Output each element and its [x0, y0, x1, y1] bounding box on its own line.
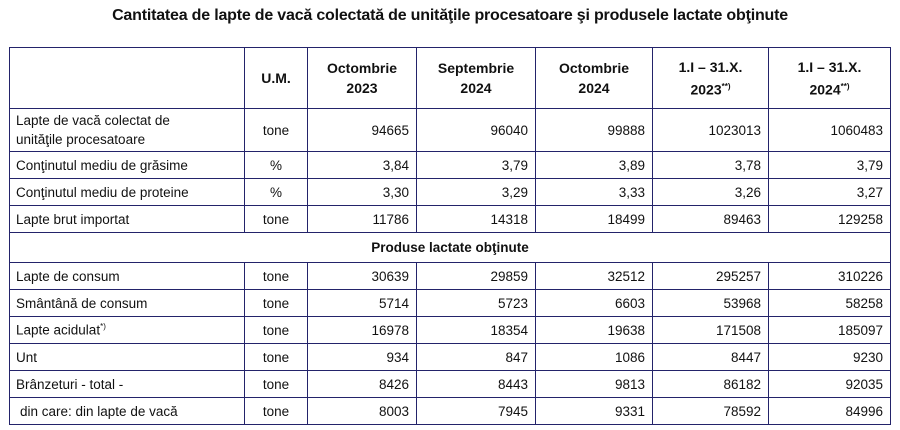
- row-label: Brânzeturi - total -: [9, 370, 245, 398]
- table-row: Lapte acidulat*) tone 16978 18354 19638 17150…: [9, 316, 891, 344]
- row-value: 9331: [535, 397, 653, 425]
- row-unit: tone: [244, 108, 308, 152]
- row-value: 295257: [652, 262, 769, 290]
- row-value: 16978: [307, 316, 417, 344]
- section-row: Produse lactate obţinute: [9, 232, 891, 263]
- row-value: 3,33: [535, 178, 653, 206]
- row-value: 5714: [307, 289, 417, 317]
- row-value: 30639: [307, 262, 417, 290]
- row-value: 3,27: [768, 178, 891, 206]
- header-col: 1.I – 31.X. 2023**): [652, 47, 769, 109]
- row-value: 7945: [416, 397, 536, 425]
- row-value: 11786: [307, 205, 417, 233]
- row-value: 8003: [307, 397, 417, 425]
- row-value: 89463: [652, 205, 769, 233]
- row-label: Lapte de consum: [9, 262, 245, 290]
- row-value: 9813: [535, 370, 653, 398]
- row-value: 14318: [416, 205, 536, 233]
- row-value: 185097: [768, 316, 891, 344]
- row-value: 84996: [768, 397, 891, 425]
- table-row: din care: din lapte de vacă tone 8003 7945 9…: [9, 397, 891, 425]
- row-unit: tone: [244, 205, 308, 233]
- row-label: Conţinutul mediu de proteine: [9, 178, 245, 206]
- row-value: 3,79: [768, 151, 891, 179]
- row-unit: tone: [244, 370, 308, 398]
- row-value: 58258: [768, 289, 891, 317]
- row-unit: tone: [244, 289, 308, 317]
- row-value: 8443: [416, 370, 536, 398]
- row-value: 86182: [652, 370, 769, 398]
- row-label: Unt: [9, 343, 245, 371]
- row-value: 96040: [416, 108, 536, 152]
- row-label: Lapte acidulat*): [9, 316, 245, 344]
- row-value: 9230: [768, 343, 891, 371]
- row-value: 934: [307, 343, 417, 371]
- footnote-marker: *): [100, 322, 106, 332]
- header-col: Octombrie 2023: [307, 47, 417, 109]
- document-title: Cantitatea de lapte de vacă colectată de…: [112, 7, 788, 24]
- row-value: 3,78: [652, 151, 769, 179]
- table-row: Lapte de vacă colectat de unităţile proce…: [9, 108, 891, 152]
- row-value: 3,30: [307, 178, 417, 206]
- section-heading: Produse lactate obţinute: [9, 232, 891, 263]
- row-unit: tone: [244, 397, 308, 425]
- row-unit: tone: [244, 316, 308, 344]
- row-value: 6603: [535, 289, 653, 317]
- header-col: Octombrie 2024: [535, 47, 653, 109]
- table-row: Conţinutul mediu de grăsime% 3,84 3,79 3,89…: [9, 151, 891, 179]
- row-value: 129258: [768, 205, 891, 233]
- row-value: 92035: [768, 370, 891, 398]
- header-row: U.M. Octombrie 2023 Septembrie 2024 Octomb…: [9, 47, 891, 109]
- row-value: 8426: [307, 370, 417, 398]
- row-value: 94665: [307, 108, 417, 152]
- dairy-table: U.M. Octombrie 2023 Septembrie 2024 Octomb…: [9, 47, 891, 425]
- row-label: Smântână de consum: [9, 289, 245, 317]
- row-unit: %: [244, 151, 308, 179]
- footnote-marker: **): [721, 81, 731, 91]
- header-col: 1.I – 31.X. 2024**): [768, 47, 891, 109]
- header-um: U.M.: [244, 47, 308, 109]
- header-col: Septembrie 2024: [416, 47, 536, 109]
- row-value: 78592: [652, 397, 769, 425]
- table-row: Conţinutul mediu de proteine% 3,30 3,29 3,3…: [9, 178, 891, 206]
- table-row: Lapte de consum tone 30639 29859 32512 295257…: [9, 262, 891, 290]
- table-row: Lapte brut importat tone 11786 14318 18499 89…: [9, 205, 891, 233]
- row-value: 3,89: [535, 151, 653, 179]
- row-value: 8447: [652, 343, 769, 371]
- table-row: Unt tone 934 847 1086 8447 9230: [9, 343, 891, 371]
- row-value: 1086: [535, 343, 653, 371]
- row-value: 18354: [416, 316, 536, 344]
- row-label: din care: din lapte de vacă: [9, 397, 245, 425]
- row-unit: tone: [244, 262, 308, 290]
- row-unit: tone: [244, 343, 308, 371]
- row-value: 32512: [535, 262, 653, 290]
- row-value: 3,26: [652, 178, 769, 206]
- table-row: Smântână de consum tone 5714 5723 6603 53968 5…: [9, 289, 891, 317]
- row-value: 3,79: [416, 151, 536, 179]
- row-unit: %: [244, 178, 308, 206]
- row-value: 3,84: [307, 151, 417, 179]
- row-value: 99888: [535, 108, 653, 152]
- header-empty: [9, 47, 245, 109]
- row-label: Lapte de vacă colectat de unităţile proce…: [9, 108, 245, 152]
- row-value: 18499: [535, 205, 653, 233]
- row-value: 171508: [652, 316, 769, 344]
- row-value: 29859: [416, 262, 536, 290]
- row-label: Lapte brut importat: [9, 205, 245, 233]
- row-value: 1023013: [652, 108, 769, 152]
- row-value: 53968: [652, 289, 769, 317]
- row-label: Conţinutul mediu de grăsime: [9, 151, 245, 179]
- row-value: 847: [416, 343, 536, 371]
- row-value: 5723: [416, 289, 536, 317]
- table-row: Brânzeturi - total - tone 8426 8443 9813 8618…: [9, 370, 891, 398]
- row-value: 19638: [535, 316, 653, 344]
- row-value: 1060483: [768, 108, 891, 152]
- footnote-marker: **): [840, 81, 850, 91]
- row-value: 310226: [768, 262, 891, 290]
- row-value: 3,29: [416, 178, 536, 206]
